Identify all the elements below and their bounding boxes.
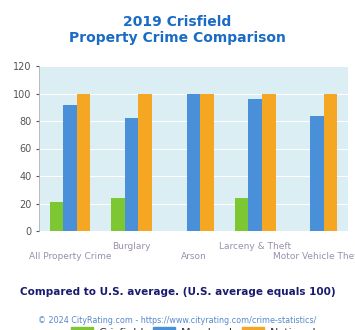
- Bar: [310, 115, 324, 231]
- Bar: [138, 93, 152, 231]
- Text: Property Crime Comparison: Property Crime Comparison: [69, 31, 286, 45]
- Bar: [77, 93, 90, 231]
- Bar: [200, 93, 214, 231]
- Text: Larceny & Theft: Larceny & Theft: [219, 242, 291, 251]
- Bar: [187, 93, 200, 231]
- Legend: Crisfield, Maryland, National: Crisfield, Maryland, National: [66, 322, 321, 330]
- Bar: [63, 105, 77, 231]
- Bar: [248, 99, 262, 231]
- Text: All Property Crime: All Property Crime: [29, 251, 111, 261]
- Text: © 2024 CityRating.com - https://www.cityrating.com/crime-statistics/: © 2024 CityRating.com - https://www.city…: [38, 315, 317, 325]
- Text: Compared to U.S. average. (U.S. average equals 100): Compared to U.S. average. (U.S. average …: [20, 287, 335, 297]
- Bar: [111, 198, 125, 231]
- Bar: [324, 93, 337, 231]
- Text: Burglary: Burglary: [113, 242, 151, 251]
- Text: Arson: Arson: [181, 251, 206, 261]
- Bar: [262, 93, 275, 231]
- Text: 2019 Crisfield: 2019 Crisfield: [124, 15, 231, 29]
- Text: Motor Vehicle Theft: Motor Vehicle Theft: [273, 251, 355, 261]
- Bar: [50, 202, 63, 231]
- Bar: [125, 118, 138, 231]
- Bar: [235, 198, 248, 231]
